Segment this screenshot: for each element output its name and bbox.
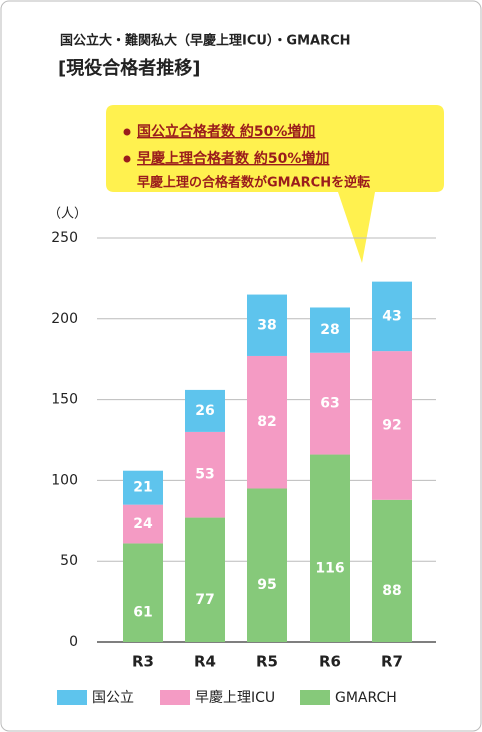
x-tick-label: R6	[319, 653, 341, 671]
bar-segment	[123, 470, 163, 505]
data-label: 92	[382, 417, 401, 433]
bullet	[123, 155, 131, 163]
data-label: 77	[195, 592, 214, 608]
annotation: 早慶上理合格者数 約50%増加	[137, 150, 329, 167]
annotation: 早慶上理の合格者数がGMARCHを逆転	[137, 175, 370, 191]
data-label: 38	[257, 317, 276, 333]
x-tick-label: R3	[132, 653, 154, 671]
y-tick-label: 50	[60, 553, 78, 569]
legend-swatch	[300, 690, 330, 705]
x-tick-label: R4	[194, 653, 216, 671]
bar-segment	[310, 352, 350, 455]
bar-segment	[372, 499, 412, 642]
data-label: 88	[382, 583, 401, 599]
bullet	[123, 128, 131, 136]
bar-segment	[372, 281, 412, 352]
bar-segment	[185, 431, 225, 518]
data-label: 53	[195, 467, 214, 483]
bar-segment	[310, 454, 350, 642]
data-label: 116	[315, 560, 344, 576]
chart-title: 国公立大・難関私大（早慶上理ICU）・GMARCH	[60, 33, 351, 49]
y-axis-label: （人）	[48, 207, 87, 222]
x-tick-label: R5	[256, 653, 278, 671]
bar-segment	[310, 307, 350, 353]
legend-label: 早慶上理ICU	[195, 690, 275, 706]
bar-segment	[372, 351, 412, 500]
data-label: 26	[195, 403, 214, 419]
data-label: 43	[382, 308, 401, 324]
data-label: 24	[133, 516, 153, 532]
data-label: 82	[257, 414, 276, 430]
bar-segment	[247, 294, 287, 356]
y-tick-label: 0	[69, 634, 78, 650]
bar-segment	[123, 504, 163, 544]
bar-segment	[185, 389, 225, 432]
legend-swatch	[57, 690, 87, 705]
bar-segment	[247, 355, 287, 489]
data-label: 61	[133, 605, 152, 621]
legend-label: 国公立	[92, 690, 134, 706]
bar-segment	[247, 488, 287, 642]
bar-segment	[123, 543, 163, 642]
annotation: 国公立合格者数 約50%増加	[137, 123, 315, 140]
data-label: 28	[320, 322, 339, 338]
data-label: 95	[257, 577, 276, 593]
chart-subtitle: [現役合格者推移]	[58, 57, 200, 79]
legend-label: GMARCH	[335, 690, 397, 706]
data-label: 63	[320, 396, 339, 412]
callout	[106, 105, 444, 263]
legend-swatch	[160, 690, 190, 705]
y-tick-label: 250	[51, 230, 78, 246]
bar-segment	[185, 517, 225, 642]
x-tick-label: R7	[381, 653, 403, 671]
y-tick-label: 100	[51, 472, 78, 488]
y-tick-label: 200	[51, 311, 78, 327]
y-tick-label: 150	[51, 392, 78, 408]
data-label: 21	[133, 480, 152, 496]
